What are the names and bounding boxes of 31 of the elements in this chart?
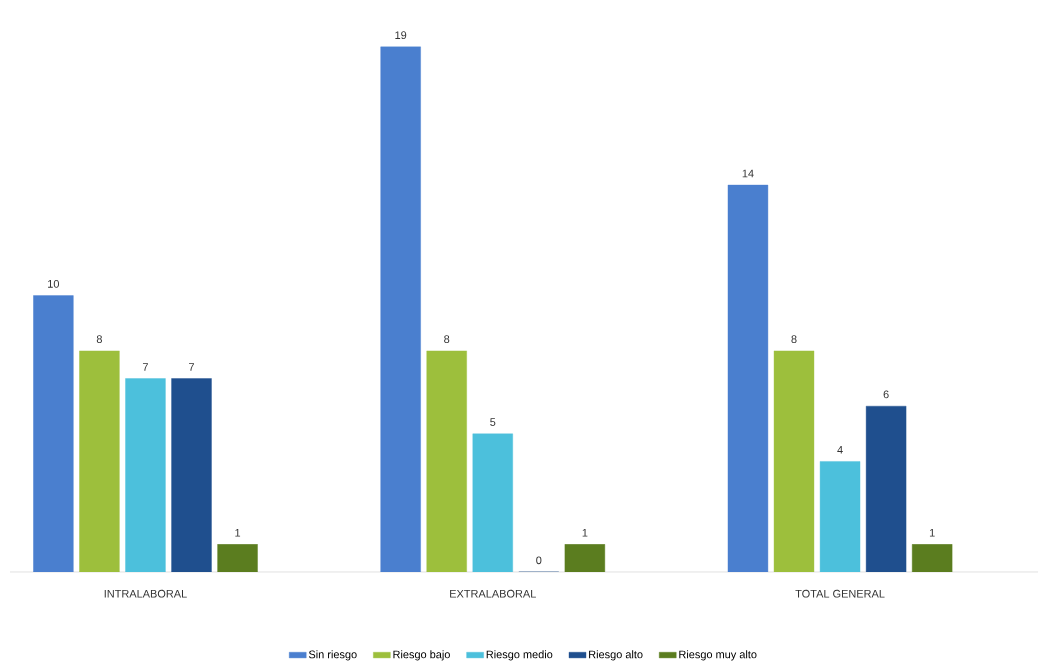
x-tick-label: TOTAL GENERAL (795, 589, 885, 598)
data-label: 8 (791, 335, 797, 344)
data-label: 19 (395, 31, 407, 40)
data-label: 5 (490, 418, 496, 426)
data-label: 4 (837, 446, 843, 454)
legend-label: Riesgo bajo (393, 650, 450, 661)
data-label: 8 (444, 335, 450, 344)
data-label: 7 (189, 363, 195, 371)
data-label: 14 (742, 169, 754, 178)
data-label: 10 (48, 280, 60, 288)
legend-label: Riesgo muy alto (679, 650, 757, 661)
legend-label: Riesgo medio (486, 650, 553, 661)
data-label: 8 (96, 335, 102, 344)
bar (125, 378, 166, 572)
data-label: 1 (929, 528, 935, 537)
legend-label: Riesgo alto (589, 650, 643, 661)
data-label: 7 (142, 363, 148, 371)
bar (865, 405, 907, 572)
data-label: 6 (883, 390, 889, 399)
data-label: 1 (582, 528, 588, 537)
data-label: 0 (536, 556, 542, 565)
bar (564, 544, 606, 572)
bar (217, 544, 258, 572)
bar (911, 544, 953, 572)
x-tick-label: EXTRALABORAL (450, 589, 536, 598)
bar (472, 433, 513, 572)
data-label: 1 (235, 528, 241, 537)
legend-label: Sin riesgo (308, 650, 357, 661)
bar (819, 461, 861, 572)
x-tick-label: INTRALABORAL (104, 589, 187, 598)
bar (171, 378, 212, 572)
